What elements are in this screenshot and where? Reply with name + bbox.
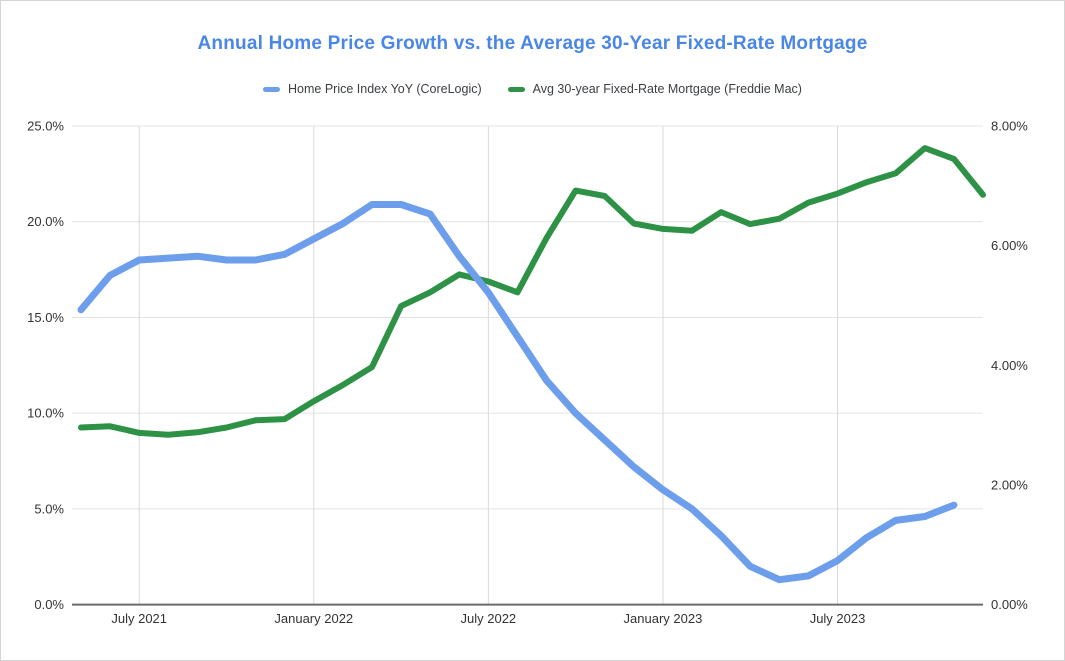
x-axis-label: July 2022 — [461, 611, 517, 626]
hpi-line — [77, 201, 958, 584]
x-axis-label: July 2023 — [810, 611, 866, 626]
left-axis-label: 0.0% — [34, 597, 64, 612]
legend-item-home-price-index: Home Price Index YoY (CoreLogic) — [263, 82, 482, 96]
left-axis-label: 15.0% — [27, 310, 64, 325]
right-axis-label: 6.00% — [991, 238, 1028, 253]
right-axis-label: 0.00% — [991, 597, 1028, 612]
mortgage-line — [78, 145, 986, 438]
legend-swatch-blue-icon — [263, 86, 281, 92]
left-axis-label: 10.0% — [27, 406, 64, 421]
right-axis-label: 2.00% — [991, 477, 1028, 492]
x-axis-label: July 2021 — [111, 611, 167, 626]
x-axis-label: January 2023 — [624, 611, 703, 626]
legend-label-home-price-index: Home Price Index YoY (CoreLogic) — [288, 82, 482, 96]
left-axis-label: 5.0% — [34, 501, 64, 516]
right-axis-label: 4.00% — [991, 358, 1028, 373]
legend-item-mortgage-rate: Avg 30-year Fixed-Rate Mortgage (Freddie… — [507, 82, 802, 96]
x-axis-label: January 2022 — [274, 611, 353, 626]
right-axis-label: 8.00% — [991, 119, 1028, 134]
chart-title: Annual Home Price Growth vs. the Average… — [197, 33, 868, 54]
chart-legend: Home Price Index YoY (CoreLogic) Avg 30-… — [1, 82, 1064, 96]
left-axis-label: 25.0% — [27, 119, 64, 134]
legend-swatch-green-icon — [507, 86, 525, 92]
left-axis-label: 20.0% — [27, 214, 64, 229]
legend-label-mortgage-rate: Avg 30-year Fixed-Rate Mortgage (Freddie… — [532, 82, 802, 96]
